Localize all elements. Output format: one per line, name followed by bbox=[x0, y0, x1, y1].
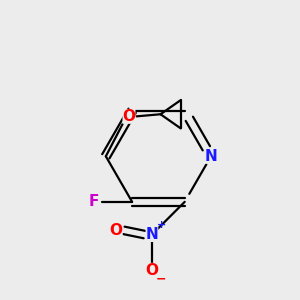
Text: O: O bbox=[110, 223, 123, 238]
Text: −: − bbox=[156, 272, 166, 285]
Text: F: F bbox=[89, 194, 100, 209]
Text: N: N bbox=[205, 149, 218, 164]
Text: +: + bbox=[157, 220, 166, 230]
Text: O: O bbox=[146, 263, 158, 278]
Text: O: O bbox=[122, 109, 136, 124]
Text: N: N bbox=[146, 227, 158, 242]
